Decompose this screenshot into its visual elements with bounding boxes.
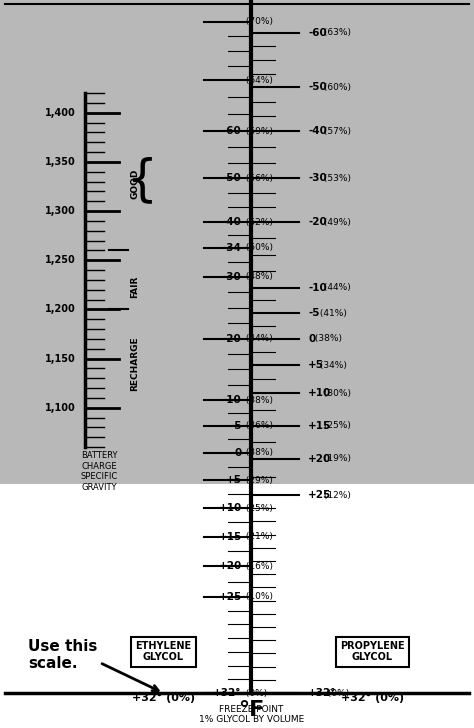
Text: Use this
scale.: Use this scale. xyxy=(28,639,98,671)
Text: FREEZE POINT
1% GLYCOL BY VOLUME: FREEZE POINT 1% GLYCOL BY VOLUME xyxy=(199,705,304,724)
Text: 0: 0 xyxy=(235,448,242,458)
Text: +25: +25 xyxy=(308,490,331,500)
Text: (59%): (59%) xyxy=(243,127,273,135)
Text: -40: -40 xyxy=(308,126,327,136)
Text: -60: -60 xyxy=(223,126,242,136)
Text: GOOD: GOOD xyxy=(131,169,139,199)
Text: PROPYLENE
GLYCOL: PROPYLENE GLYCOL xyxy=(340,641,404,662)
Text: +10: +10 xyxy=(308,388,331,398)
Text: (0%): (0%) xyxy=(325,689,349,697)
Text: (52%): (52%) xyxy=(243,218,273,226)
Text: +15: +15 xyxy=(308,421,331,431)
Text: (29%): (29%) xyxy=(243,476,273,485)
Text: -60: -60 xyxy=(308,28,327,38)
Text: +10: +10 xyxy=(219,503,242,513)
Text: (49%): (49%) xyxy=(321,218,351,226)
Text: (30%): (30%) xyxy=(321,389,351,397)
Text: +32°: +32° xyxy=(213,688,242,698)
Text: -10: -10 xyxy=(308,282,327,293)
Text: °F: °F xyxy=(238,700,264,720)
Text: (19%): (19%) xyxy=(321,454,351,463)
Text: -34: -34 xyxy=(223,242,242,253)
Text: -30: -30 xyxy=(308,173,327,183)
Text: (10%): (10%) xyxy=(243,593,273,601)
Text: +5: +5 xyxy=(226,475,242,486)
Text: FAIR: FAIR xyxy=(131,276,139,298)
Text: -40: -40 xyxy=(223,217,242,227)
Text: (25%): (25%) xyxy=(243,504,273,513)
Text: +32°: +32° xyxy=(308,688,337,698)
Text: (0%): (0%) xyxy=(243,689,267,697)
Text: -20: -20 xyxy=(308,217,327,227)
Text: ETHYLENE
GLYCOL: ETHYLENE GLYCOL xyxy=(136,641,191,662)
Text: +32° (0%): +32° (0%) xyxy=(340,693,404,703)
Text: 0: 0 xyxy=(308,333,315,344)
Text: (16%): (16%) xyxy=(243,562,273,571)
Text: BATTERY
CHARGE
SPECIFIC
GRAVITY: BATTERY CHARGE SPECIFIC GRAVITY xyxy=(81,451,118,491)
Text: -10: -10 xyxy=(223,395,242,405)
Text: -5: -5 xyxy=(230,421,242,431)
Text: 1,300: 1,300 xyxy=(45,206,76,216)
Bar xyxy=(0,484,474,728)
Text: 1,150: 1,150 xyxy=(45,354,76,363)
Text: +25: +25 xyxy=(219,592,242,602)
Text: (25%): (25%) xyxy=(321,422,351,430)
Text: +20: +20 xyxy=(308,454,331,464)
Text: (41%): (41%) xyxy=(317,309,346,317)
Text: (44%): (44%) xyxy=(243,334,273,343)
Text: (38%): (38%) xyxy=(243,448,273,457)
Text: 1,350: 1,350 xyxy=(45,157,76,167)
Text: (44%): (44%) xyxy=(321,283,351,292)
Text: (38%): (38%) xyxy=(312,334,342,343)
Text: (36%): (36%) xyxy=(243,422,273,430)
Text: (70%): (70%) xyxy=(243,17,273,26)
Text: (64%): (64%) xyxy=(243,76,273,84)
Text: (53%): (53%) xyxy=(321,174,351,183)
Text: (50%): (50%) xyxy=(243,243,273,252)
Text: (21%): (21%) xyxy=(243,532,273,541)
Text: -50: -50 xyxy=(223,173,242,183)
Text: +5: +5 xyxy=(308,360,324,371)
Text: 1,100: 1,100 xyxy=(45,403,76,413)
Text: -20: -20 xyxy=(223,333,242,344)
Text: {: { xyxy=(127,157,158,204)
Text: (63%): (63%) xyxy=(321,28,351,37)
Text: 1,400: 1,400 xyxy=(45,108,76,118)
Text: -50: -50 xyxy=(308,82,327,92)
Text: 1,200: 1,200 xyxy=(45,304,76,314)
Text: 1,250: 1,250 xyxy=(45,256,76,265)
Text: +15: +15 xyxy=(219,531,242,542)
Text: (38%): (38%) xyxy=(243,396,273,405)
Text: RECHARGE: RECHARGE xyxy=(131,336,139,391)
Text: (34%): (34%) xyxy=(317,361,346,370)
Text: (56%): (56%) xyxy=(243,174,273,183)
Bar xyxy=(0,0,474,484)
Text: (60%): (60%) xyxy=(321,83,351,92)
Text: -5: -5 xyxy=(308,308,319,318)
Text: -30: -30 xyxy=(223,272,242,282)
Text: (48%): (48%) xyxy=(243,272,273,281)
Text: +32° (0%): +32° (0%) xyxy=(132,693,195,703)
Text: (57%): (57%) xyxy=(321,127,351,135)
Text: +20: +20 xyxy=(219,561,242,571)
Text: (12%): (12%) xyxy=(321,491,351,499)
